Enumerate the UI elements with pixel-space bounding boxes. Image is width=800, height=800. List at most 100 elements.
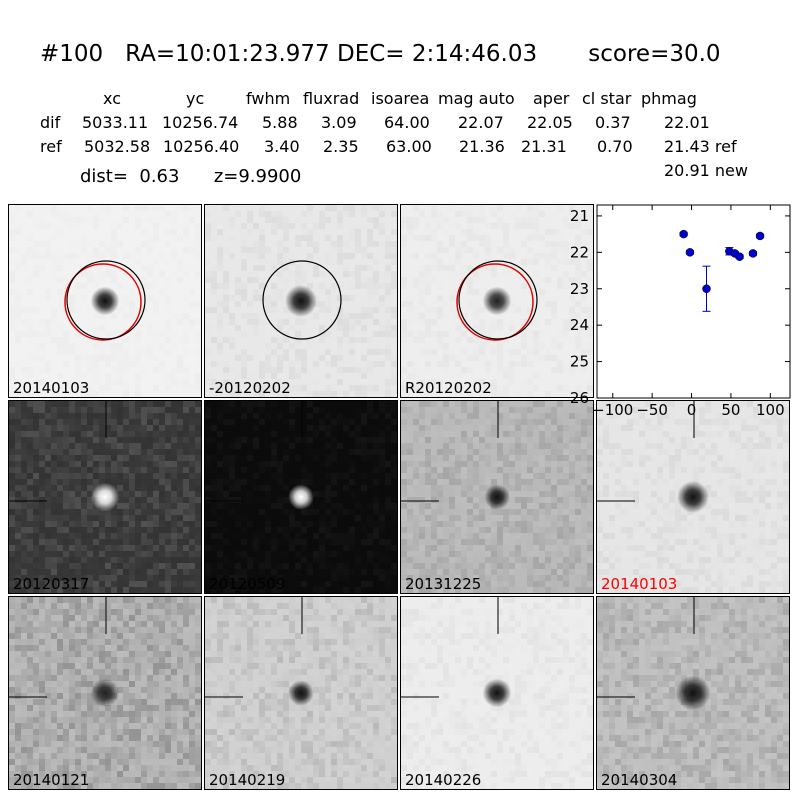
noise-pixel — [385, 259, 391, 265]
noise-pixel — [515, 229, 521, 235]
noise-pixel — [205, 419, 211, 425]
noise-pixel — [111, 551, 117, 557]
noise-pixel — [205, 431, 211, 437]
noise-pixel — [141, 515, 147, 521]
noise-pixel — [247, 361, 253, 367]
noise-pixel — [15, 509, 21, 515]
noise-pixel — [211, 455, 217, 461]
noise-pixel — [63, 455, 69, 461]
noise-pixel — [9, 515, 15, 521]
noise-pixel — [413, 271, 419, 277]
noise-pixel — [51, 355, 57, 361]
noise-pixel — [373, 253, 379, 259]
noise-pixel — [563, 217, 569, 223]
noise-pixel — [111, 443, 117, 449]
noise-pixel — [27, 587, 33, 593]
noise-pixel — [51, 307, 57, 313]
noise-pixel — [21, 443, 27, 449]
noise-pixel — [467, 343, 473, 349]
noise-pixel — [497, 205, 503, 211]
noise-pixel — [337, 407, 343, 413]
noise-pixel — [437, 325, 443, 331]
noise-pixel — [367, 331, 373, 337]
noise-pixel — [407, 325, 413, 331]
noise-pixel — [183, 473, 189, 479]
noise-pixel — [325, 419, 331, 425]
noise-pixel — [449, 253, 455, 259]
noise-pixel — [45, 229, 51, 235]
noise-pixel — [51, 449, 57, 455]
noise-pixel — [123, 437, 129, 443]
noise-pixel — [401, 343, 407, 349]
noise-pixel — [117, 419, 123, 425]
noise-pixel — [15, 247, 21, 253]
noise-pixel — [45, 587, 51, 593]
noise-pixel — [301, 473, 307, 479]
noise-pixel — [253, 319, 259, 325]
noise-pixel — [39, 223, 45, 229]
noise-pixel — [93, 349, 99, 355]
noise-pixel — [355, 419, 361, 425]
noise-pixel — [165, 503, 171, 509]
noise-pixel — [165, 253, 171, 259]
noise-pixel — [15, 283, 21, 289]
noise-pixel — [93, 467, 99, 473]
noise-pixel — [367, 253, 373, 259]
noise-pixel — [373, 349, 379, 355]
noise-pixel — [183, 557, 189, 563]
noise-pixel — [87, 449, 93, 455]
noise-pixel — [63, 229, 69, 235]
noise-pixel — [313, 473, 319, 479]
noise-pixel — [539, 235, 545, 241]
noise-pixel — [467, 259, 473, 265]
noise-pixel — [235, 485, 241, 491]
noise-pixel — [129, 367, 135, 373]
noise-pixel — [189, 235, 195, 241]
noise-pixel — [539, 391, 545, 397]
noise-pixel — [509, 385, 515, 391]
noise-pixel — [253, 229, 259, 235]
noise-pixel — [343, 367, 349, 373]
noise-pixel — [361, 223, 367, 229]
noise-pixel — [165, 401, 171, 407]
noise-pixel — [361, 455, 367, 461]
noise-pixel — [123, 401, 129, 407]
noise-pixel — [449, 313, 455, 319]
noise-pixel — [307, 319, 313, 325]
noise-pixel — [301, 391, 307, 397]
noise-pixel — [135, 379, 141, 385]
noise-pixel — [551, 337, 557, 343]
noise-pixel — [355, 325, 361, 331]
noise-pixel — [569, 307, 575, 313]
noise-pixel — [129, 557, 135, 563]
noise-pixel — [159, 545, 165, 551]
noise-pixel — [165, 443, 171, 449]
noise-pixel — [81, 319, 87, 325]
noise-pixel — [189, 401, 195, 407]
noise-pixel — [325, 455, 331, 461]
noise-pixel — [367, 319, 373, 325]
noise-pixel — [129, 491, 135, 497]
noise-pixel — [177, 235, 183, 241]
noise-pixel — [467, 223, 473, 229]
noise-pixel — [217, 367, 223, 373]
noise-pixel — [217, 473, 223, 479]
noise-pixel — [147, 253, 153, 259]
noise-pixel — [283, 425, 289, 431]
noise-pixel — [319, 349, 325, 355]
noise-pixel — [355, 349, 361, 355]
noise-pixel — [379, 241, 385, 247]
noise-pixel — [479, 319, 485, 325]
noise-pixel — [373, 379, 379, 385]
noise-pixel — [253, 271, 259, 277]
noise-pixel — [51, 425, 57, 431]
noise-pixel — [349, 289, 355, 295]
noise-pixel — [235, 479, 241, 485]
noise-pixel — [407, 343, 413, 349]
noise-pixel — [271, 401, 277, 407]
noise-pixel — [355, 343, 361, 349]
noise-pixel — [123, 527, 129, 533]
noise-pixel — [235, 283, 241, 289]
noise-pixel — [397, 313, 398, 319]
noise-pixel — [39, 295, 45, 301]
